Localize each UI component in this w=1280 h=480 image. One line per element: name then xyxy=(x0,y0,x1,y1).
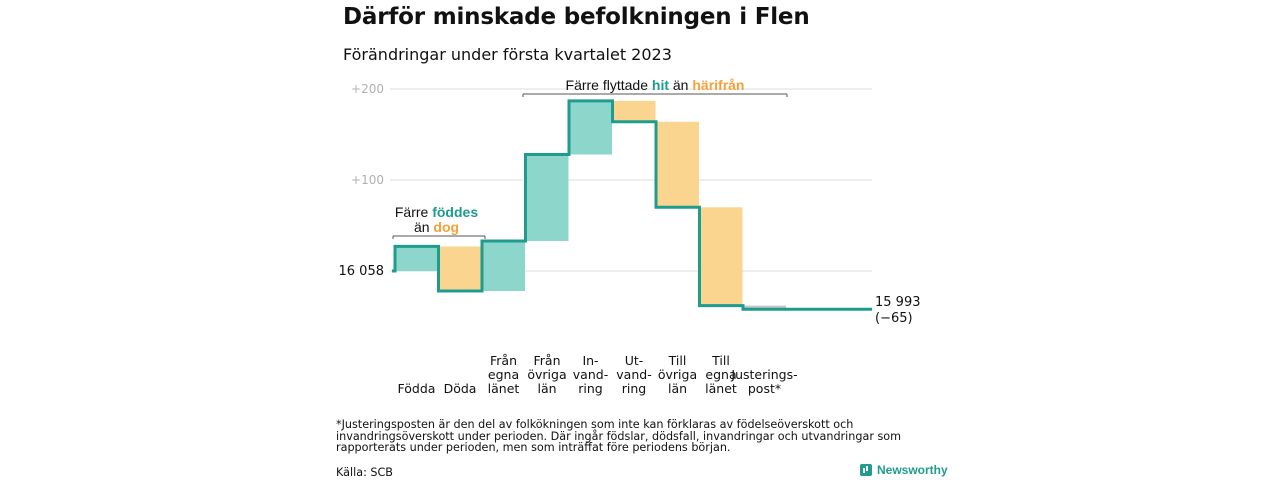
category-label: egna xyxy=(488,367,519,382)
category-label: län xyxy=(668,381,687,396)
brand-name: Newsworthy xyxy=(877,463,948,477)
chart-subtitle: Förändringar under första kvartalet 2023 xyxy=(343,45,672,64)
waterfall-bar xyxy=(699,207,743,306)
category-label: Till xyxy=(668,353,687,368)
category-label: Födda xyxy=(398,381,436,396)
source-note: Källa: SCB xyxy=(336,466,393,479)
category-label: länet xyxy=(488,381,520,396)
category-label: vand- xyxy=(573,367,608,382)
migration-annotation: Färre flyttade hit än härifrån xyxy=(566,77,745,93)
start-value-label: 16 058 xyxy=(339,264,385,279)
category-label: ring xyxy=(622,381,646,396)
annotation-highlight-births: föddes xyxy=(432,204,478,220)
annotation-highlight-deaths: dog xyxy=(433,219,459,235)
category-label: övriga xyxy=(658,367,697,382)
waterfall-bar xyxy=(743,305,786,310)
category-label: övriga xyxy=(527,367,566,382)
waterfall-bar xyxy=(656,121,699,208)
footnote: *Justeringsposten är den del av folkökni… xyxy=(336,418,902,454)
annotation-text: än xyxy=(414,219,433,235)
category-label: Från xyxy=(533,353,560,368)
category-label: vand- xyxy=(616,367,651,382)
waterfall-bar xyxy=(438,246,482,292)
y-tick-label: +200 xyxy=(351,82,384,96)
category-label: In- xyxy=(582,353,598,368)
waterfall-bar xyxy=(395,246,438,271)
category-label: länet xyxy=(705,381,737,396)
waterfall-bar xyxy=(525,154,569,241)
waterfall-bar xyxy=(569,100,612,155)
y-tick-label: +100 xyxy=(351,173,384,187)
chart-title: Därför minskade befolkningen i Flen xyxy=(343,4,810,30)
category-label: ring xyxy=(578,381,602,396)
category-label: län xyxy=(537,381,556,396)
category-label: Från xyxy=(490,353,517,368)
annotation-text: Färre flyttade xyxy=(566,77,652,93)
category-label: Ut- xyxy=(625,353,644,368)
newsworthy-logo-icon xyxy=(860,464,872,476)
waterfall-bar xyxy=(612,100,656,122)
annotation-highlight-out: härifrån xyxy=(692,77,744,93)
brand-logo: Newsworthy xyxy=(860,463,948,477)
annotation-text: än xyxy=(669,77,692,93)
annotation-text: Färre xyxy=(395,204,432,220)
category-label: egna xyxy=(705,367,736,382)
category-label: post* xyxy=(748,381,781,396)
category-label: Till xyxy=(711,353,730,368)
cumulative-line xyxy=(392,99,872,311)
births-annotation-line2: än dog xyxy=(414,219,459,235)
end-change-label: (−65) xyxy=(875,311,913,326)
category-label: Justerings- xyxy=(730,367,797,382)
end-value-label: 15 993 xyxy=(875,295,921,310)
waterfall-bar xyxy=(482,240,525,292)
annotation-highlight-in: hit xyxy=(652,77,669,93)
births-annotation-line1: Färre föddes xyxy=(395,204,478,220)
category-label: Döda xyxy=(444,381,477,396)
